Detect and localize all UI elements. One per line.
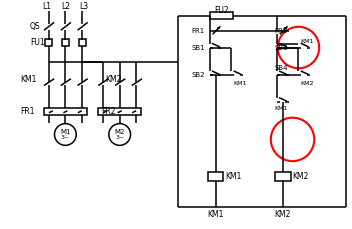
Text: L1: L1 xyxy=(42,2,51,11)
Text: 3~: 3~ xyxy=(61,135,70,140)
Text: L2: L2 xyxy=(61,2,70,11)
Text: M2: M2 xyxy=(114,128,125,134)
Text: QS: QS xyxy=(30,22,40,31)
Circle shape xyxy=(55,124,76,145)
Text: SB3: SB3 xyxy=(275,45,288,51)
Text: SB2: SB2 xyxy=(192,72,205,78)
Text: KM1: KM1 xyxy=(207,210,224,219)
Text: SB1: SB1 xyxy=(192,45,206,51)
Text: KM2: KM2 xyxy=(275,210,291,219)
Bar xyxy=(44,108,87,115)
Text: FR1: FR1 xyxy=(192,28,205,34)
Bar xyxy=(208,172,224,181)
Text: KM1: KM1 xyxy=(301,39,314,44)
Text: L3: L3 xyxy=(80,2,89,11)
Text: FR2: FR2 xyxy=(275,28,288,34)
Text: KM1: KM1 xyxy=(225,172,242,181)
Text: KM2: KM2 xyxy=(301,81,314,86)
Text: KM1: KM1 xyxy=(275,106,288,111)
Text: FU1: FU1 xyxy=(30,38,44,47)
Bar xyxy=(209,13,233,19)
Bar xyxy=(62,39,69,46)
Text: KM1: KM1 xyxy=(233,81,247,86)
Text: SB4: SB4 xyxy=(275,65,288,71)
Text: 3~: 3~ xyxy=(115,135,124,140)
Circle shape xyxy=(109,124,131,145)
Text: KM2: KM2 xyxy=(105,75,121,84)
Text: FR2: FR2 xyxy=(101,107,115,116)
Bar xyxy=(45,39,52,46)
Text: FU2: FU2 xyxy=(214,5,229,14)
Bar xyxy=(79,39,86,46)
Text: KM1: KM1 xyxy=(20,75,36,84)
Text: FR1: FR1 xyxy=(20,107,34,116)
Text: KM2: KM2 xyxy=(293,172,309,181)
Text: M1: M1 xyxy=(60,128,71,134)
Bar xyxy=(275,172,291,181)
Bar xyxy=(98,108,142,115)
